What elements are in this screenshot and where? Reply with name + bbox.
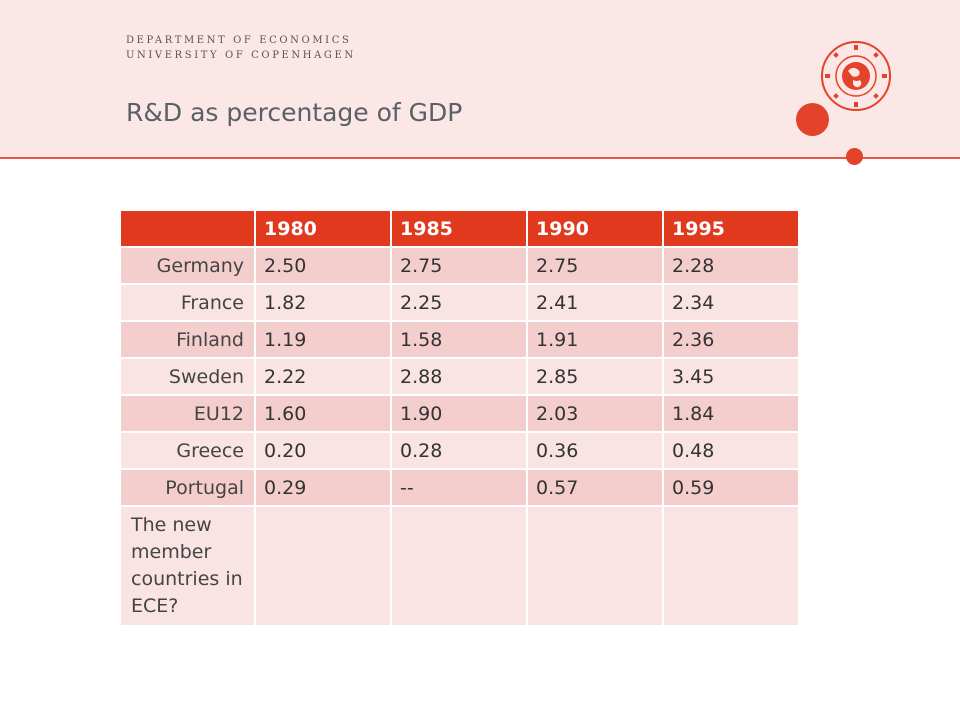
value-cell: 1.19 xyxy=(254,320,392,359)
value-cell: 2.75 xyxy=(526,246,664,285)
decorative-dot-large xyxy=(796,103,829,136)
department-name: DEPARTMENT OF ECONOMICS UNIVERSITY OF CO… xyxy=(126,33,356,63)
value-cell: 2.41 xyxy=(526,283,664,322)
value-cell: 0.20 xyxy=(254,431,392,470)
value-cell: 0.28 xyxy=(390,431,528,470)
table-header-row: 1980 1985 1990 1995 xyxy=(119,209,800,248)
slide-title: R&D as percentage of GDP xyxy=(126,98,463,127)
value-cell: 1.58 xyxy=(390,320,528,359)
value-cell: 2.28 xyxy=(662,246,800,285)
value-cell: 2.03 xyxy=(526,394,664,433)
table-row: The new member countries in ECE? xyxy=(119,505,800,627)
value-cell xyxy=(526,505,664,627)
value-cell: 0.36 xyxy=(526,431,664,470)
value-cell: 3.45 xyxy=(662,357,800,396)
country-cell: Sweden xyxy=(119,357,256,396)
value-cell: 1.60 xyxy=(254,394,392,433)
value-cell: 2.50 xyxy=(254,246,392,285)
country-cell: The new member countries in ECE? xyxy=(119,505,256,627)
table-corner-cell xyxy=(119,209,256,248)
table-row: Germany 2.50 2.75 2.75 2.28 xyxy=(119,246,800,285)
table-row: France 1.82 2.25 2.41 2.34 xyxy=(119,283,800,322)
value-cell: 0.29 xyxy=(254,468,392,507)
value-cell: 1.82 xyxy=(254,283,392,322)
country-cell: Greece xyxy=(119,431,256,470)
value-cell: 2.75 xyxy=(390,246,528,285)
decorative-dot-small xyxy=(846,148,863,165)
value-cell: 2.34 xyxy=(662,283,800,322)
table-row: EU12 1.60 1.90 2.03 1.84 xyxy=(119,394,800,433)
slide-header: DEPARTMENT OF ECONOMICS UNIVERSITY OF CO… xyxy=(0,0,960,159)
year-header: 1990 xyxy=(526,209,664,248)
table-row: Portugal 0.29 -- 0.57 0.59 xyxy=(119,468,800,507)
value-cell xyxy=(254,505,392,627)
value-cell: 2.36 xyxy=(662,320,800,359)
table-row: Finland 1.19 1.58 1.91 2.36 xyxy=(119,320,800,359)
value-cell: 0.48 xyxy=(662,431,800,470)
table-row: Greece 0.20 0.28 0.36 0.48 xyxy=(119,431,800,470)
country-cell: Portugal xyxy=(119,468,256,507)
year-header: 1985 xyxy=(390,209,528,248)
value-cell: 1.91 xyxy=(526,320,664,359)
country-cell: EU12 xyxy=(119,394,256,433)
country-cell: Germany xyxy=(119,246,256,285)
value-cell xyxy=(662,505,800,627)
department-line-1: DEPARTMENT OF ECONOMICS xyxy=(126,35,352,46)
country-cell: France xyxy=(119,283,256,322)
value-cell: 2.85 xyxy=(526,357,664,396)
value-cell: 0.57 xyxy=(526,468,664,507)
year-header: 1980 xyxy=(254,209,392,248)
value-cell: 1.90 xyxy=(390,394,528,433)
value-cell: -- xyxy=(390,468,528,507)
year-header: 1995 xyxy=(662,209,800,248)
value-cell: 2.22 xyxy=(254,357,392,396)
value-cell: 2.25 xyxy=(390,283,528,322)
value-cell: 1.84 xyxy=(662,394,800,433)
department-line-2: UNIVERSITY OF COPENHAGEN xyxy=(126,50,356,61)
value-cell: 2.88 xyxy=(390,357,528,396)
value-cell: 0.59 xyxy=(662,468,800,507)
rd-gdp-table: 1980 1985 1990 1995 Germany 2.50 2.75 2.… xyxy=(119,209,800,627)
table-row: Sweden 2.22 2.88 2.85 3.45 xyxy=(119,357,800,396)
university-seal-icon xyxy=(821,41,891,111)
country-cell: Finland xyxy=(119,320,256,359)
value-cell xyxy=(390,505,528,627)
